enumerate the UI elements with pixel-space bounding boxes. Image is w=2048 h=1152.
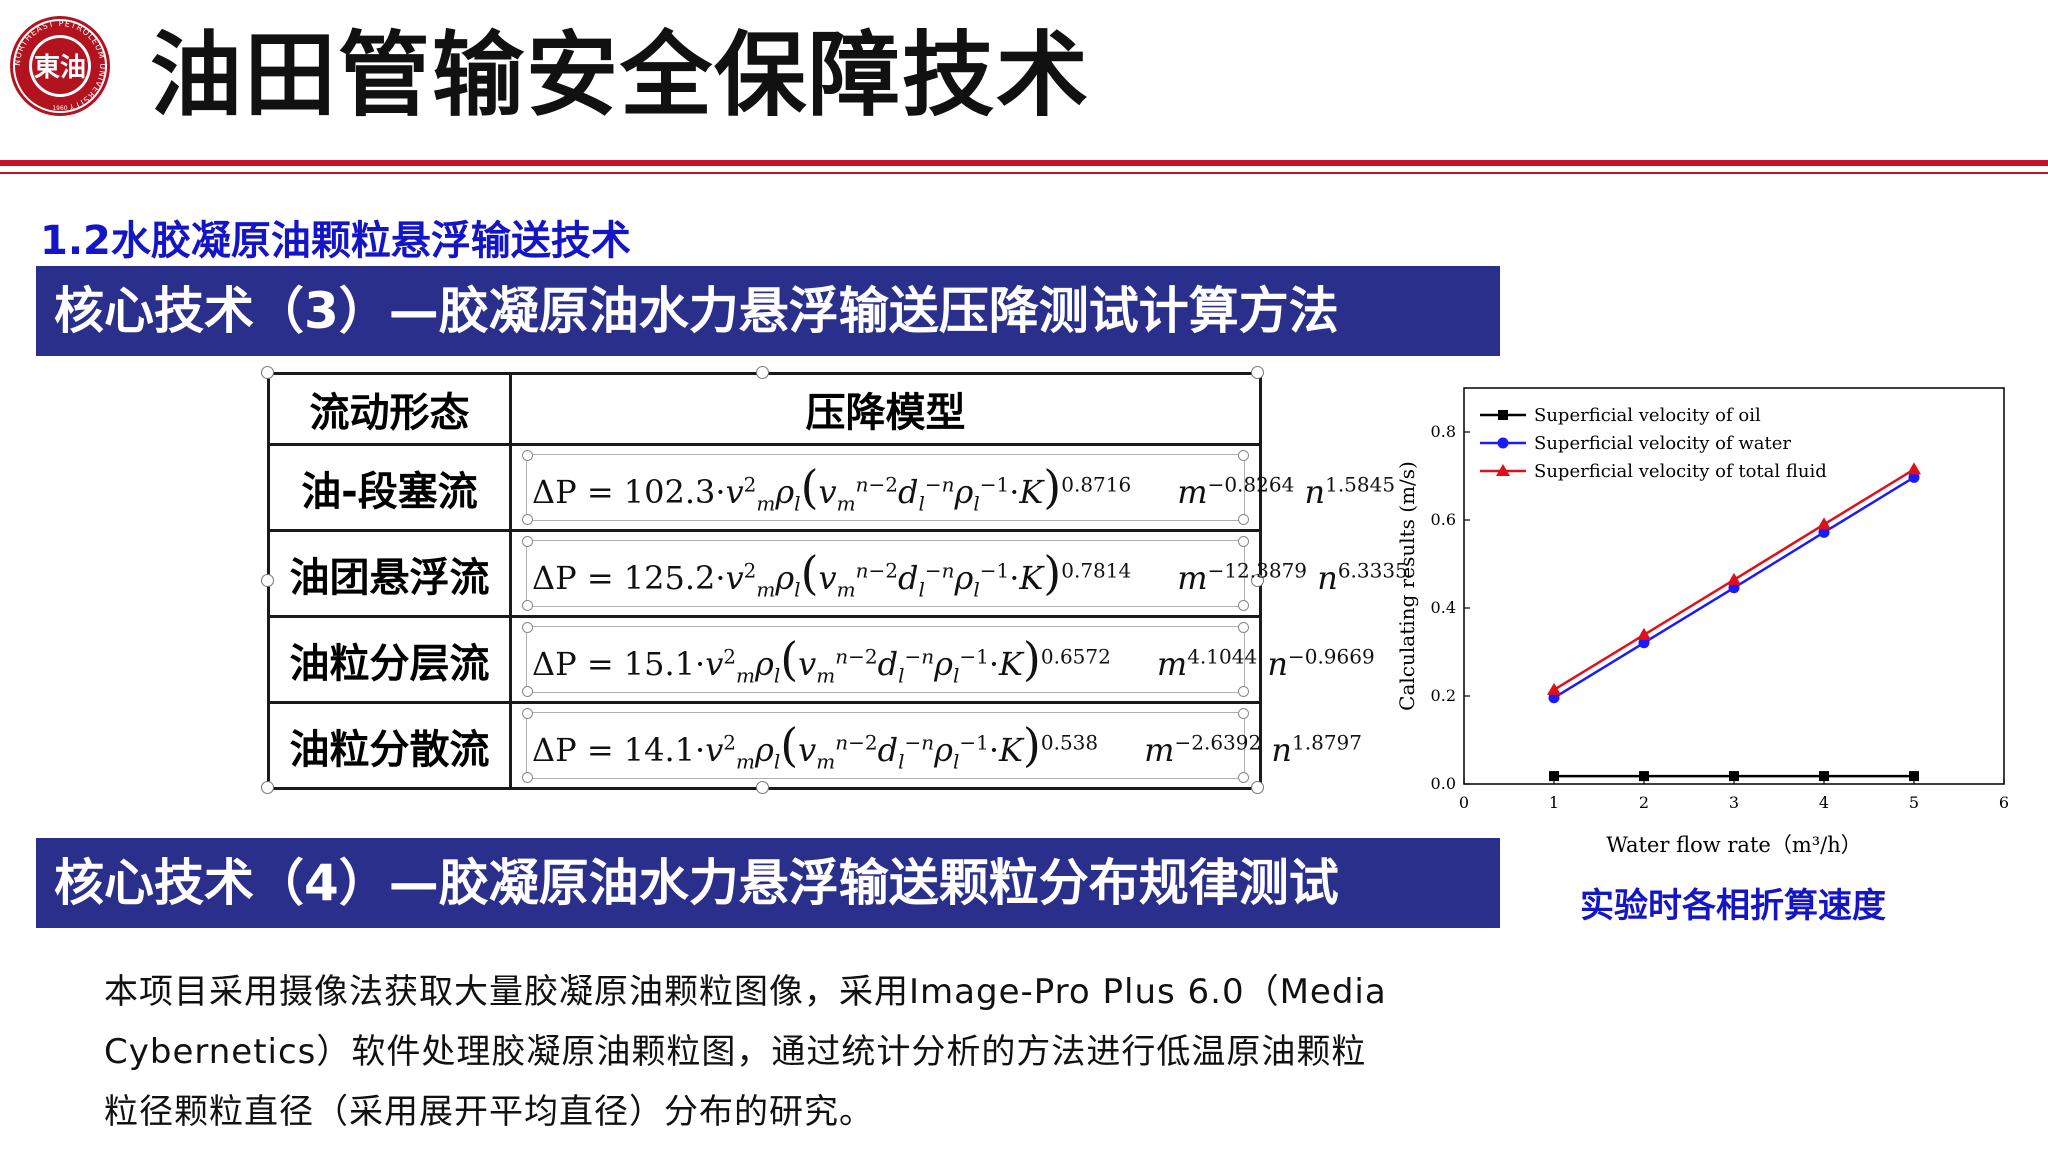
selection-handle[interactable] xyxy=(1251,574,1264,587)
flow-regime-cell: 油粒分散流 xyxy=(267,701,512,790)
data-point xyxy=(1907,462,1921,475)
x-tick-label: 6 xyxy=(1999,793,2009,812)
formula-cell[interactable]: ΔP = 125.2·v2mρl(vmn−2dl−nρl−1·K)0.7814 m… xyxy=(509,529,1408,618)
university-logo-icon: NORTHEAST PETROLEUM UNIVERSITY 東油 1960 xyxy=(10,16,110,116)
x-tick-label: 5 xyxy=(1909,793,1919,812)
data-point xyxy=(1817,517,1831,530)
flow-regime-cell: 油团悬浮流 xyxy=(267,529,512,618)
x-tick-label: 0 xyxy=(1459,793,1469,812)
velocity-chart: 0 1 2 3 4 5 6 0.0 0.2 0.4 0.6 0.8 Water flow rate（m³… xyxy=(1395,387,2009,857)
flow-regime-cell: 油-段塞流 xyxy=(267,443,512,532)
header-flow-regime: 流动形态 xyxy=(267,372,512,446)
y-axis-label: Calculating results (m/s) xyxy=(1395,461,1419,711)
formula-cell[interactable]: ΔP = 102.3·v2mρl(vmn−2dl−nρl−1·K)0.8716 m… xyxy=(509,443,1395,532)
legend-marker xyxy=(1498,410,1508,420)
formula-cell[interactable]: ΔP = 14.1·v2mρl(vmn−2dl−nρl−1·K)0.538 m−2… xyxy=(509,701,1362,790)
table-row: 油粒分层流 ΔP = 15.1·v2mρl(vmn−2dl−nρl−1·K)0.… xyxy=(267,615,1375,704)
paragraph-line: Cybernetics）软件处理胶凝原油颗粒图，通过统计分析的方法进行低温原油颗… xyxy=(104,1032,1367,1072)
data-point xyxy=(1727,572,1741,585)
paragraph-line: 本项目采用摄像法获取大量胶凝原油颗粒图像，采用Image-Pro Plus 6.… xyxy=(104,972,1387,1012)
table-row: 油团悬浮流 ΔP = 125.2·v2mρl(vmn−2dl−nρl−1·K)0… xyxy=(267,529,1408,618)
legend-entry: Superficial velocity of oil xyxy=(1534,405,1761,426)
selection-handle[interactable] xyxy=(756,781,769,794)
pressure-drop-table: 流动形态 压降模型 油-段塞流 ΔP = 102.3·v2mρl(vmn−2dl… xyxy=(267,372,1408,790)
data-point xyxy=(1818,526,1830,538)
selection-handle[interactable] xyxy=(1251,781,1264,794)
logo-year: 1960 xyxy=(52,105,67,112)
banner-core-tech-4: 核心技术（4）—胶凝原油水力悬浮输送颗粒分布规律测试 xyxy=(36,838,1500,928)
selection-handle[interactable] xyxy=(261,574,274,587)
legend-entry: Superficial velocity of water xyxy=(1534,433,1791,454)
header-pressure-model: 压降模型 xyxy=(509,372,1262,446)
x-tick-label: 4 xyxy=(1819,793,1829,812)
selection-handle[interactable] xyxy=(1251,366,1264,379)
y-tick-label: 0.2 xyxy=(1431,686,1456,705)
data-point xyxy=(1639,771,1649,782)
paragraph-line: 粒径颗粒直径（采用展开平均直径）分布的研究。 xyxy=(104,1092,874,1132)
header-rule-thin xyxy=(0,172,2048,174)
data-point xyxy=(1638,637,1650,649)
selection-handle[interactable] xyxy=(261,366,274,379)
legend-entry: Superficial velocity of total fluid xyxy=(1534,461,1827,482)
header-rule-thick xyxy=(0,160,2048,166)
data-point xyxy=(1637,627,1651,640)
legend-marker xyxy=(1497,437,1509,449)
banner-core-tech-3: 核心技术（3）—胶凝原油水力悬浮输送压降测试计算方法 xyxy=(36,266,1500,356)
legend-marker xyxy=(1496,464,1510,476)
y-tick-label: 0.6 xyxy=(1431,510,1456,529)
data-point xyxy=(1547,682,1561,695)
x-axis-label: Water flow rate（m³/h） xyxy=(1606,833,1862,857)
data-point xyxy=(1819,771,1829,782)
selection-handle[interactable] xyxy=(756,366,769,379)
y-tick-label: 0.4 xyxy=(1431,598,1456,617)
x-tick-label: 1 xyxy=(1549,793,1559,812)
x-tick-label: 3 xyxy=(1729,793,1739,812)
data-point xyxy=(1908,471,1920,483)
flow-regime-cell: 油粒分层流 xyxy=(267,615,512,704)
description-paragraph: 本项目采用摄像法获取大量胶凝原油颗粒图像，采用Image-Pro Plus 6.… xyxy=(104,962,1504,1142)
data-point xyxy=(1728,582,1740,594)
y-tick-label: 0.0 xyxy=(1431,774,1456,793)
table-row: 油-段塞流 ΔP = 102.3·v2mρl(vmn−2dl−nρl−1·K)0… xyxy=(267,443,1395,532)
pressure-drop-table-container[interactable]: 流动形态 压降模型 油-段塞流 ΔP = 102.3·v2mρl(vmn−2dl… xyxy=(261,366,1408,794)
table-header-row: 流动形态 压降模型 xyxy=(267,372,1262,446)
y-tick-label: 0.8 xyxy=(1431,422,1456,441)
data-point xyxy=(1548,692,1560,704)
formula-cell[interactable]: ΔP = 15.1·v2mρl(vmn−2dl−nρl−1·K)0.6572 m4… xyxy=(509,615,1375,704)
data-point xyxy=(1909,771,1919,782)
section-title: 1.2水胶凝原油颗粒悬浮输送技术 xyxy=(40,218,631,264)
table-row: 油粒分散流 ΔP = 14.1·v2mρl(vmn−2dl−nρl−1·K)0.… xyxy=(267,701,1362,790)
logo-text: 東油 xyxy=(34,53,86,83)
data-point xyxy=(1729,771,1739,782)
data-point xyxy=(1549,771,1559,782)
selection-handle[interactable] xyxy=(261,781,274,794)
chart-caption: 实验时各相折算速度 xyxy=(1580,886,1886,926)
page-title: 油田管输安全保障技术 xyxy=(150,22,1091,129)
x-tick-label: 2 xyxy=(1639,793,1649,812)
